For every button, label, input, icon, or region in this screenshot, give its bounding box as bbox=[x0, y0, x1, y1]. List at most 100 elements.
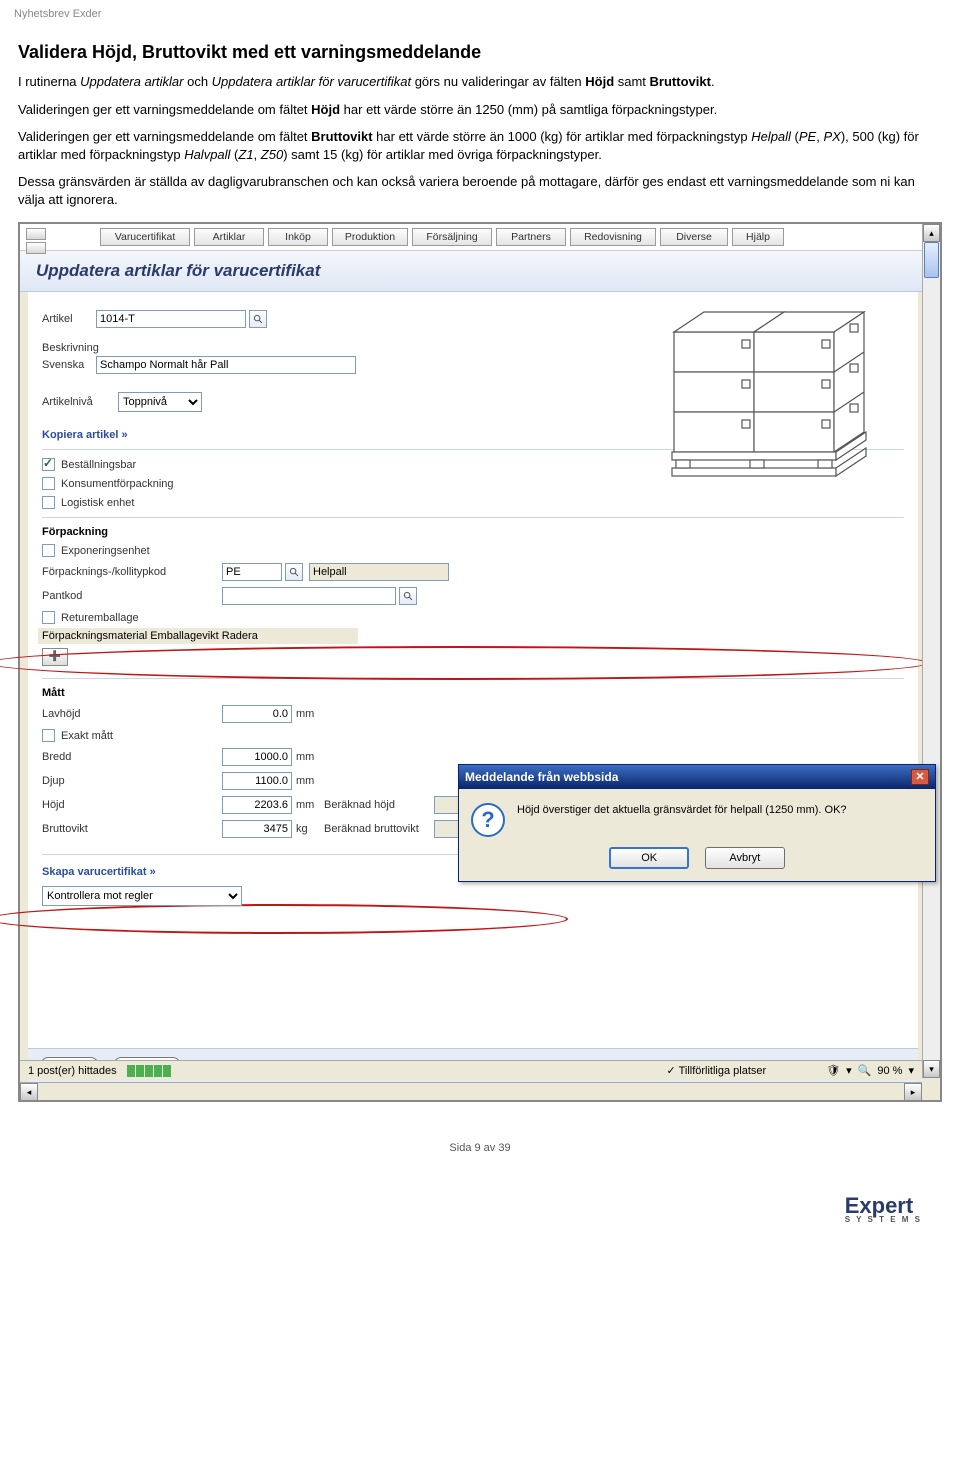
section-forpackning: Förpackning bbox=[42, 526, 904, 538]
material-header-row: Förpackningsmaterial Emballagevikt Rader… bbox=[38, 628, 358, 644]
t: Helpall bbox=[751, 129, 791, 144]
t: Bruttovikt bbox=[311, 129, 372, 144]
lavhojd-input[interactable] bbox=[222, 705, 292, 723]
search-icon[interactable] bbox=[285, 563, 303, 581]
trust-zone: ✓ Tillförlitliga platser bbox=[666, 1064, 766, 1077]
svenska-input[interactable] bbox=[96, 356, 356, 374]
label-kollitypkod: Förpacknings-/kollitypkod bbox=[42, 566, 222, 578]
dialog-cancel-button[interactable]: Avbryt bbox=[705, 847, 785, 869]
form-content: Artikel Beskrivning Svenska Artikelnivå … bbox=[28, 292, 918, 1048]
t: Z50 bbox=[261, 147, 283, 162]
dialog-titlebar[interactable]: Meddelande från webbsida ✕ bbox=[459, 765, 935, 789]
para-3: Valideringen ger ett varningsmeddelande … bbox=[18, 128, 942, 163]
t: samt bbox=[614, 74, 649, 89]
scroll-down-button[interactable]: ▾ bbox=[923, 1060, 940, 1078]
scroll-thumb[interactable] bbox=[924, 242, 939, 278]
label-artikelniva: Artikelnivå bbox=[42, 396, 118, 408]
menu-diverse[interactable]: Diverse bbox=[660, 228, 728, 246]
kollikod-input[interactable] bbox=[222, 563, 282, 581]
exponering-checkbox[interactable] bbox=[42, 544, 55, 557]
menu-hjälp[interactable]: Hjälp bbox=[732, 228, 784, 246]
form-title-bar: Uppdatera artiklar för varucertifikat bbox=[20, 251, 940, 292]
artikel-input[interactable] bbox=[96, 310, 246, 328]
t: Uppdatera artiklar bbox=[80, 74, 183, 89]
statusbar: 1 post(er) hittades ✓ Tillförlitliga pla… bbox=[20, 1060, 922, 1080]
unit-kg: kg bbox=[296, 823, 324, 835]
brutto-input[interactable] bbox=[222, 820, 292, 838]
artikelniva-select[interactable]: Toppnivå bbox=[118, 392, 202, 412]
label-ber-hojd: Beräknad höjd bbox=[324, 799, 434, 811]
search-icon[interactable] bbox=[249, 310, 267, 328]
page-header: Nyhetsbrev Exder bbox=[0, 0, 960, 28]
search-icon[interactable] bbox=[399, 587, 417, 605]
menu-artiklar[interactable]: Artiklar bbox=[194, 228, 264, 246]
label-konsument: Konsumentförpackning bbox=[61, 478, 174, 490]
menu-partners[interactable]: Partners bbox=[496, 228, 566, 246]
t: ( bbox=[791, 129, 799, 144]
menu-produktion[interactable]: Produktion bbox=[332, 228, 408, 246]
unit-mm: mm bbox=[296, 751, 314, 763]
menu-försäljning[interactable]: Försäljning bbox=[412, 228, 492, 246]
t: har ett värde större än 1250 (mm) på sam… bbox=[340, 102, 717, 117]
page-footer: Sida 9 av 39 bbox=[18, 1142, 942, 1154]
bredd-input[interactable] bbox=[222, 748, 292, 766]
para-1: I rutinerna Uppdatera artiklar och Uppda… bbox=[18, 73, 942, 91]
label-hojd: Höjd bbox=[42, 799, 222, 811]
scroll-right-button[interactable]: ▸ bbox=[904, 1083, 922, 1101]
unit-mm: mm bbox=[296, 708, 314, 720]
menu-inköp[interactable]: Inköp bbox=[268, 228, 328, 246]
t: Valideringen ger ett varningsmeddelande … bbox=[18, 102, 311, 117]
t: görs nu valideringar av fälten bbox=[411, 74, 585, 89]
t: Uppdatera artiklar för varucertifikat bbox=[212, 74, 411, 89]
label-logistisk: Logistisk enhet bbox=[61, 497, 134, 509]
t: ) samt 15 (kg) för artiklar med övriga f… bbox=[283, 147, 602, 162]
scroll-left-button[interactable]: ◂ bbox=[20, 1083, 38, 1101]
unit-mm: mm bbox=[296, 775, 314, 787]
kontrollera-select[interactable]: Kontrollera mot regler bbox=[42, 886, 242, 906]
t: och bbox=[183, 74, 211, 89]
zoom-icon: 🔍 bbox=[858, 1064, 872, 1077]
dialog-ok-button[interactable]: OK bbox=[609, 847, 689, 869]
dialog-title-text: Meddelande från webbsida bbox=[465, 770, 618, 784]
label-ber-brutto: Beräknad bruttovikt bbox=[324, 823, 434, 835]
status-posts: 1 post(er) hittades bbox=[28, 1065, 117, 1077]
hojd-input[interactable] bbox=[222, 796, 292, 814]
highlight-ellipse-1 bbox=[0, 646, 928, 680]
menu-varucertifikat[interactable]: Varucertifikat bbox=[100, 228, 190, 246]
para-4: Dessa gränsvärden är ställda av dagligva… bbox=[18, 173, 942, 208]
zoom-control[interactable]: 🛡▾ 🔍90 %▾ bbox=[826, 1064, 914, 1077]
pantkod-input[interactable] bbox=[222, 587, 396, 605]
kopiera-artikel-link[interactable]: Kopiera artikel » bbox=[42, 429, 128, 441]
logistisk-checkbox[interactable] bbox=[42, 496, 55, 509]
label-lavhojd: Lavhöjd bbox=[42, 708, 222, 720]
form-title: Uppdatera artiklar för varucertifikat bbox=[36, 261, 320, 280]
scroll-up-button[interactable]: ▴ bbox=[923, 224, 940, 242]
skapa-varucertifikat-link[interactable]: Skapa varucertifikat » bbox=[42, 866, 156, 878]
t: Valideringen ger ett varningsmeddelande … bbox=[18, 129, 311, 144]
tool-icon[interactable] bbox=[26, 228, 46, 240]
label-bestallningsbar: Beställningsbar bbox=[61, 459, 136, 471]
dialog-close-button[interactable]: ✕ bbox=[911, 769, 929, 785]
brand-subtext: S Y S T E M S bbox=[845, 1215, 922, 1224]
t: I rutinerna bbox=[18, 74, 80, 89]
t: Z1 bbox=[238, 147, 253, 162]
returemballage-checkbox[interactable] bbox=[42, 611, 55, 624]
bestallningsbar-checkbox[interactable] bbox=[42, 458, 55, 471]
menu-redovisning[interactable]: Redovisning bbox=[570, 228, 656, 246]
djup-input[interactable] bbox=[222, 772, 292, 790]
zoom-value: 90 % bbox=[877, 1065, 902, 1077]
t: Höjd bbox=[311, 102, 340, 117]
vertical-scrollbar[interactable]: ▴ ▾ bbox=[922, 224, 940, 1078]
horizontal-scrollbar[interactable]: ◂ ▸ bbox=[20, 1082, 922, 1100]
konsument-checkbox[interactable] bbox=[42, 477, 55, 490]
warning-dialog: Meddelande från webbsida ✕ ? Höjd överst… bbox=[458, 764, 936, 882]
label-artikel: Artikel bbox=[42, 313, 96, 325]
label-exakt: Exakt mått bbox=[61, 730, 113, 742]
add-row-button[interactable]: ➕ bbox=[42, 648, 68, 666]
tool-icon[interactable] bbox=[26, 242, 46, 254]
t: Halvpall bbox=[184, 147, 230, 162]
label-returemballage: Returemballage bbox=[61, 612, 139, 624]
t: PX bbox=[823, 129, 840, 144]
label-brutto: Bruttovikt bbox=[42, 823, 222, 835]
exakt-checkbox[interactable] bbox=[42, 729, 55, 742]
